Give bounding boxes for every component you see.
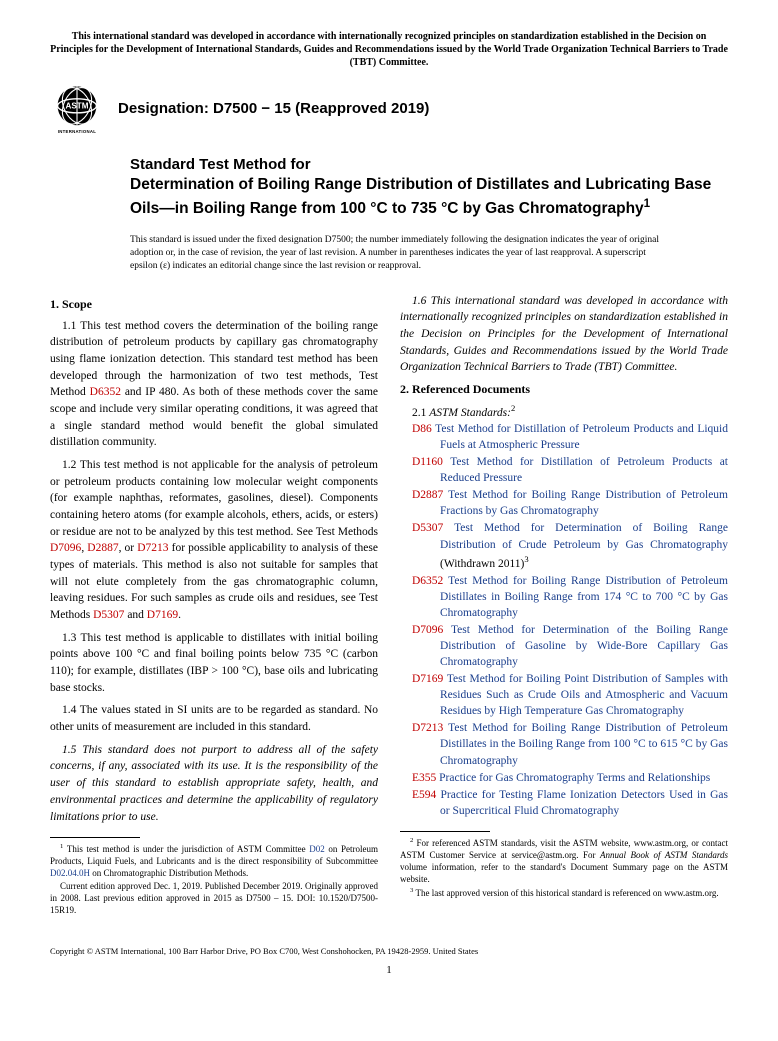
footnote-rule-left	[50, 837, 140, 838]
para-1-1: 1.1 This test method covers the determin…	[50, 318, 378, 451]
ref-item: D6352 Test Method for Boiling Range Dist…	[400, 573, 728, 621]
ref-item: D7169 Test Method for Boiling Point Dist…	[400, 671, 728, 719]
columns: 1. Scope 1.1 This test method covers the…	[50, 293, 728, 916]
ref-title-link[interactable]: Practice for Gas Chromatography Terms an…	[439, 772, 710, 784]
link-d5307[interactable]: D5307	[93, 609, 124, 621]
link-d7213[interactable]: D7213	[137, 542, 168, 554]
ref-title-link[interactable]: Test Method for Distillation of Petroleu…	[435, 423, 728, 451]
ref-item: D1160 Test Method for Distillation of Pe…	[400, 454, 728, 486]
footnote-3: 3 The last approved version of this hist…	[400, 886, 728, 899]
t: Annual Book of ASTM Standards	[600, 850, 728, 860]
ref-item: D2887 Test Method for Boiling Range Dist…	[400, 487, 728, 519]
ref-title-link[interactable]: Test Method for Distillation of Petroleu…	[440, 456, 728, 484]
link-d7096[interactable]: D7096	[50, 542, 81, 554]
svg-text:INTERNATIONAL: INTERNATIONAL	[58, 129, 97, 134]
ref-title-link[interactable]: Test Method for Boiling Point Distributi…	[440, 673, 728, 717]
ref-title-link[interactable]: Test Method for Boiling Range Distributi…	[440, 575, 728, 619]
footnote-2: 2 For referenced ASTM standards, visit t…	[400, 836, 728, 886]
ref-title-link[interactable]: Practice for Testing Flame Ionization De…	[440, 789, 728, 817]
refs-list: D86 Test Method for Distillation of Petr…	[400, 421, 728, 819]
left-column: 1. Scope 1.1 This test method covers the…	[50, 293, 378, 916]
ref-code-link[interactable]: D86	[412, 423, 432, 435]
para-1-4: 1.4 The values stated in SI units are to…	[50, 702, 378, 735]
title-block: Standard Test Method for Determination o…	[130, 155, 728, 220]
ref-code-link[interactable]: D2887	[412, 489, 443, 501]
ref-item: E355 Practice for Gas Chromatography Ter…	[400, 770, 728, 786]
svg-text:ASTM: ASTM	[66, 102, 89, 111]
t: .	[178, 609, 181, 621]
link-d6352[interactable]: D6352	[90, 386, 121, 398]
t: , or	[119, 542, 138, 554]
ref-code-link[interactable]: D5307	[412, 522, 443, 534]
page: This international standard was develope…	[0, 0, 778, 996]
issuance-note: This standard is issued under the fixed …	[130, 234, 660, 272]
para-1-2: 1.2 This test method is not applicable f…	[50, 457, 378, 624]
t: This test method is under the jurisdicti…	[63, 844, 309, 854]
top-notice: This international standard was develope…	[50, 30, 728, 69]
ref-item: D7096 Test Method for Determination of t…	[400, 622, 728, 670]
title-main: Determination of Boiling Range Distribut…	[130, 175, 728, 220]
ref-code-link[interactable]: E355	[412, 772, 436, 784]
ref-sub: 2.1 ASTM Standards:2	[400, 403, 728, 419]
title-main-text: Determination of Boiling Range Distribut…	[130, 176, 711, 217]
footnote-1: 1 This test method is under the jurisdic…	[50, 842, 378, 879]
link-d2887[interactable]: D2887	[87, 542, 118, 554]
t: on Chromatographic Distribution Methods.	[90, 868, 248, 878]
ref-suffix: (Withdrawn 2011)	[440, 557, 524, 569]
page-number: 1	[50, 964, 728, 976]
t: 2	[511, 403, 515, 413]
ref-heading: 2. Referenced Documents	[400, 382, 728, 397]
footnote-rule-right	[400, 831, 490, 832]
footnote-1-p2: Current edition approved Dec. 1, 2019. P…	[50, 880, 378, 916]
ref-item: E594 Practice for Testing Flame Ionizati…	[400, 787, 728, 819]
ref-sup: 3	[524, 554, 528, 564]
ref-title-link[interactable]: Test Method for Boiling Range Distributi…	[440, 489, 728, 517]
t: volume information, refer to the standar…	[400, 862, 728, 884]
t: 1.2 This test method is not applicable f…	[50, 459, 378, 538]
copyright: Copyright © ASTM International, 100 Barr…	[50, 946, 728, 956]
para-1-6: 1.6 This international standard was deve…	[400, 293, 728, 376]
astm-logo-icon: ASTM INTERNATIONAL	[50, 81, 104, 135]
t: The last approved version of this histor…	[413, 888, 718, 898]
ref-item: D7213 Test Method for Boiling Range Dist…	[400, 720, 728, 768]
scope-heading: 1. Scope	[50, 297, 378, 312]
para-1-5: 1.5 This standard does not purport to ad…	[50, 742, 378, 825]
ref-item: D5307 Test Method for Determination of B…	[400, 520, 728, 571]
title-prefix: Standard Test Method for	[130, 155, 728, 175]
header-row: ASTM INTERNATIONAL Designation: D7500 − …	[50, 81, 728, 135]
designation: Designation: D7500 − 15 (Reapproved 2019…	[118, 100, 429, 117]
ref-title-link[interactable]: Test Method for Boiling Range Distributi…	[440, 722, 728, 766]
link-d02[interactable]: D02	[309, 844, 325, 854]
ref-code-link[interactable]: D7213	[412, 722, 443, 734]
ref-code-link[interactable]: E594	[412, 789, 436, 801]
link-d02-04-0h[interactable]: D02.04.0H	[50, 868, 90, 878]
ref-code-link[interactable]: D7169	[412, 673, 443, 685]
para-1-3: 1.3 This test method is applicable to di…	[50, 630, 378, 697]
ref-code-link[interactable]: D7096	[412, 624, 443, 636]
title-sup: 1	[644, 197, 650, 210]
link-d7169[interactable]: D7169	[147, 609, 178, 621]
ref-title-link[interactable]: Test Method for Determination of the Boi…	[440, 624, 728, 668]
t: ASTM Standards:	[429, 407, 511, 419]
right-column: 1.6 This international standard was deve…	[400, 293, 728, 916]
ref-title-link[interactable]: Test Method for Determination of Boiling…	[440, 522, 728, 550]
t: and	[124, 609, 146, 621]
ref-item: D86 Test Method for Distillation of Petr…	[400, 421, 728, 453]
ref-code-link[interactable]: D6352	[412, 575, 443, 587]
ref-code-link[interactable]: D1160	[412, 456, 443, 468]
t: 2.1	[412, 407, 429, 419]
